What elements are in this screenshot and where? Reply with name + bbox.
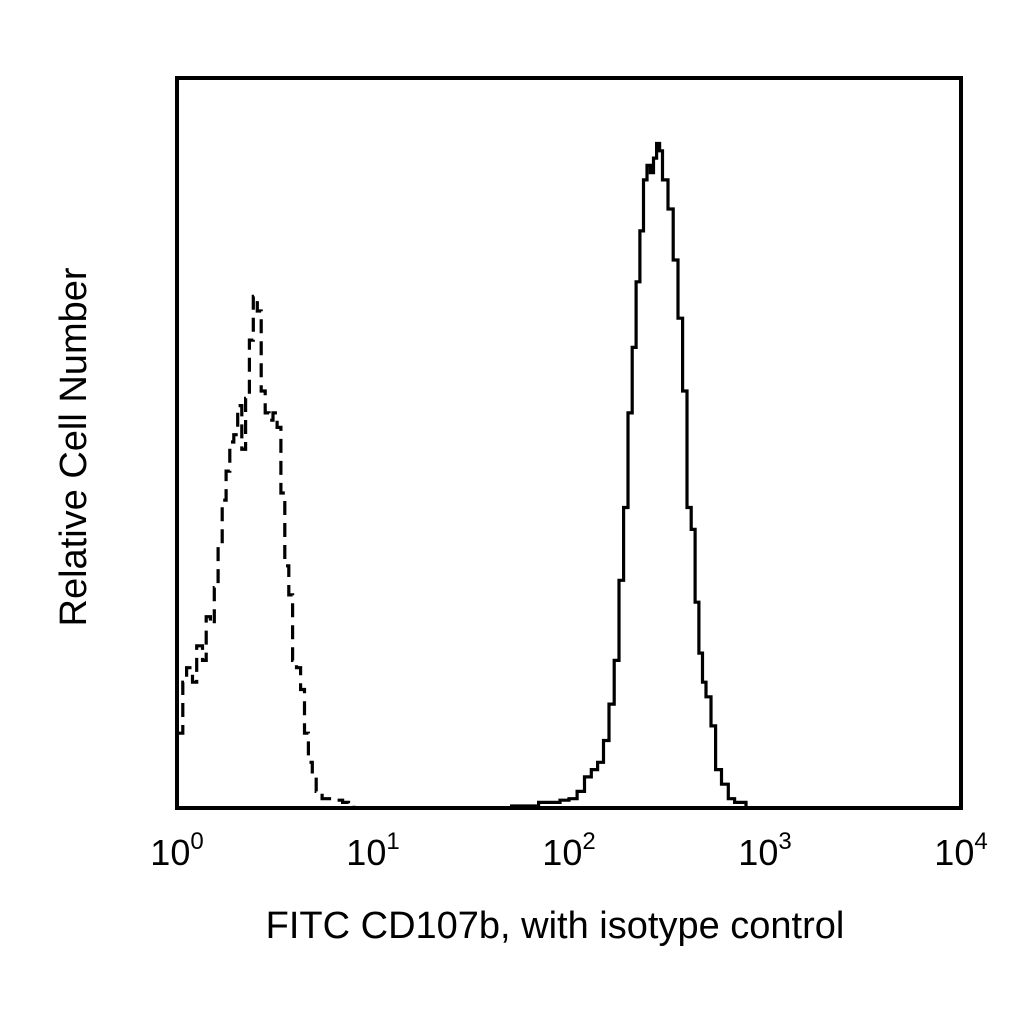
x-tick-exponent: 1 [386, 828, 399, 855]
x-tick-exponent: 3 [778, 828, 791, 855]
x-tick-exponent: 0 [190, 828, 203, 855]
x-tick-exponent: 2 [582, 828, 595, 855]
x-tick-label: 100 [150, 828, 203, 873]
x-tick-label: 102 [542, 828, 595, 873]
x-tick-base: 10 [346, 832, 386, 873]
x-tick-base: 10 [150, 832, 190, 873]
series-isotype-control [177, 294, 356, 806]
x-tick-exponent: 4 [974, 828, 987, 855]
y-axis-title: Relative Cell Number [53, 267, 95, 626]
series-layer [177, 141, 748, 808]
x-tick-label: 101 [346, 828, 399, 873]
x-tick-labels: 100 101 102 103 104 [150, 828, 987, 873]
plot-frame [175, 76, 963, 810]
x-tick-base: 10 [738, 832, 778, 873]
x-tick-base: 10 [934, 832, 974, 873]
x-tick-base: 10 [542, 832, 582, 873]
x-tick-label: 104 [934, 828, 987, 873]
x-axis-title: FITC CD107b, with isotype control [266, 905, 845, 947]
x-tick-label: 103 [738, 828, 791, 873]
series-cd107b [510, 141, 748, 808]
